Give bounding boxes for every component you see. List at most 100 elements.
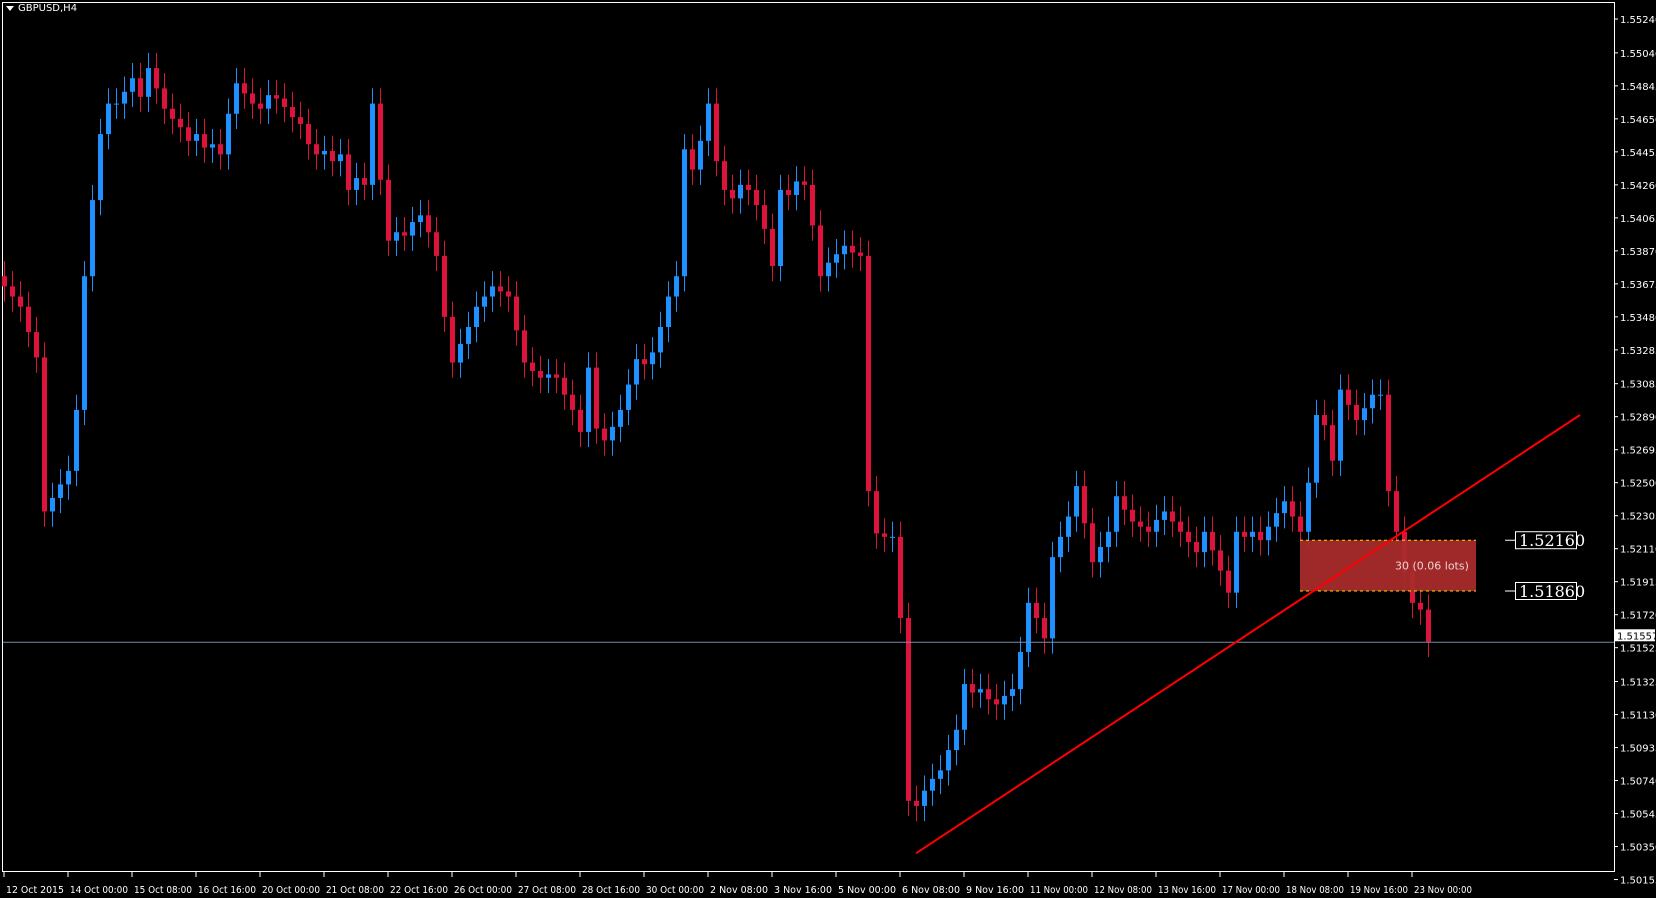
bull-candle — [1074, 470, 1079, 532]
candle-body — [282, 98, 287, 107]
bull-candle — [122, 76, 127, 119]
bear-candle — [386, 164, 391, 256]
bull-candle — [978, 673, 983, 708]
candle-body — [610, 426, 615, 441]
candle-body — [1386, 394, 1391, 492]
candle-body — [234, 83, 239, 114]
candle-body — [418, 215, 423, 223]
bear-candle — [378, 88, 383, 195]
candle-body — [962, 684, 967, 730]
bear-candle — [874, 475, 879, 549]
bull-candle — [1378, 379, 1383, 410]
time-tick-label: 28 Oct 16:00 — [582, 885, 640, 896]
bear-candle — [1354, 389, 1359, 436]
dropdown-triangle-icon — [6, 6, 14, 11]
bear-candle — [898, 521, 903, 634]
candle-body — [26, 306, 31, 333]
bear-candle — [906, 602, 911, 817]
candle-body — [1202, 531, 1207, 553]
candle-body — [658, 327, 663, 353]
candle-body — [1314, 415, 1319, 483]
price-tick-label: 1.52890 — [1620, 413, 1656, 424]
bull-candle — [354, 162, 359, 206]
bear-candle — [138, 63, 143, 113]
candle-body — [906, 618, 911, 801]
candle-body — [210, 144, 215, 148]
candle-body — [186, 127, 191, 141]
candle-body — [482, 296, 487, 307]
candle-body — [690, 149, 695, 170]
candle-body — [1378, 394, 1383, 396]
bear-candle — [178, 103, 183, 143]
bull-candle — [1106, 516, 1111, 563]
candle-body — [626, 384, 631, 410]
bull-candle — [922, 775, 927, 822]
bear-candle — [242, 68, 247, 109]
candle-body — [1130, 509, 1135, 522]
candle-body — [178, 118, 183, 128]
bull-candle — [1050, 541, 1055, 654]
candle-body — [746, 184, 751, 190]
candle-body — [594, 367, 599, 429]
candle-body — [1106, 531, 1111, 547]
candle-body — [114, 103, 119, 105]
time-tick-label: 9 Nov 16:00 — [966, 885, 1024, 896]
time-tick-label: 19 Nov 16:00 — [1350, 885, 1408, 896]
candle-body — [1162, 511, 1167, 520]
candle-body — [402, 232, 407, 236]
candle-body — [1154, 519, 1159, 532]
bull-candle — [1010, 673, 1015, 712]
candle-body — [586, 367, 591, 432]
bear-candle — [786, 174, 791, 211]
bull-candle — [946, 734, 951, 786]
candle-body — [1266, 526, 1271, 541]
time-tick-label: 16 Oct 16:00 — [198, 885, 256, 896]
candle-body — [882, 533, 887, 537]
candle-body — [450, 316, 455, 363]
candle-body — [226, 113, 231, 155]
candle-body — [250, 93, 255, 104]
candle-body — [170, 108, 175, 119]
symbol-selector[interactable]: GBPUSD,H4 — [6, 3, 77, 14]
candle-body — [1322, 415, 1327, 426]
bear-candle — [1210, 516, 1215, 566]
candle-body — [786, 189, 791, 195]
zone-lower-price-label: 1.51860 — [1519, 582, 1585, 601]
candle-body — [1042, 618, 1047, 639]
bull-candle — [634, 343, 639, 400]
bear-candle — [1322, 399, 1327, 441]
price-tick-label: 1.52110 — [1620, 545, 1656, 556]
candle-body — [562, 377, 567, 395]
candle-body — [162, 88, 167, 109]
bear-candle — [1226, 555, 1231, 608]
bear-candle — [522, 315, 527, 378]
bear-candle — [1178, 506, 1183, 547]
bull-candle — [114, 88, 119, 119]
candle-body — [618, 409, 623, 427]
price-tick-label: 1.53870 — [1620, 247, 1656, 258]
time-tick-label: 18 Nov 08:00 — [1286, 885, 1344, 896]
candle-body — [642, 359, 647, 365]
candle-body — [242, 83, 247, 94]
candle-body — [866, 255, 871, 492]
candle-body — [738, 184, 743, 199]
time-tick-label: 26 Oct 00:00 — [454, 885, 512, 896]
candle-body — [538, 371, 543, 378]
price-tick-label: 1.51720 — [1620, 611, 1656, 622]
candle-body — [770, 228, 775, 267]
candle-body — [874, 491, 879, 534]
candle-body — [290, 107, 295, 118]
bull-candle — [546, 359, 551, 393]
bull-candle — [954, 714, 959, 766]
bear-candle — [434, 217, 439, 272]
bull-candle — [146, 52, 151, 113]
candle-body — [1218, 550, 1223, 571]
bear-candle — [18, 281, 23, 322]
bear-candle — [1090, 508, 1095, 578]
candle-body — [682, 149, 687, 277]
candle-body — [394, 232, 399, 241]
candle-body — [762, 205, 767, 229]
candle-body — [946, 750, 951, 771]
candle-body — [826, 262, 831, 277]
